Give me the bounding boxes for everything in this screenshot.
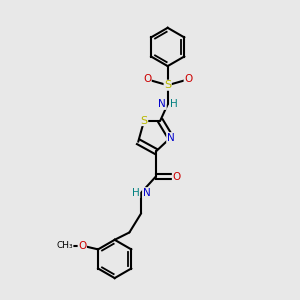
Text: S: S <box>164 80 171 90</box>
Text: H: H <box>132 188 140 198</box>
Text: O: O <box>172 172 181 182</box>
Text: N: N <box>142 188 150 198</box>
Text: O: O <box>78 241 86 251</box>
Text: O: O <box>143 74 151 84</box>
Text: CH₃: CH₃ <box>56 241 73 250</box>
Text: N: N <box>167 133 175 142</box>
Text: H: H <box>170 99 178 110</box>
Text: N: N <box>158 99 166 110</box>
Text: O: O <box>184 74 192 84</box>
Text: S: S <box>140 116 148 126</box>
